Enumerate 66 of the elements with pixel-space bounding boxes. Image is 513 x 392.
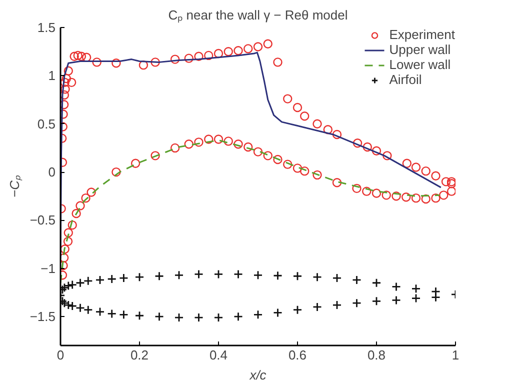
- x-tick-label: 0.4: [209, 348, 228, 362]
- point: [174, 270, 184, 280]
- point: [411, 284, 421, 294]
- point: [60, 298, 70, 308]
- legend-label: Airfoil: [389, 72, 422, 87]
- point: [392, 282, 401, 292]
- point: [372, 278, 382, 288]
- point: [83, 276, 93, 286]
- point: [174, 312, 184, 322]
- point: [64, 281, 74, 290]
- point: [68, 301, 78, 311]
- point: [68, 280, 78, 290]
- point: [234, 269, 243, 279]
- chart-title: Cₚ near the wall γ − Reθ model: [168, 8, 348, 24]
- legend-label: Lower wall: [389, 57, 451, 72]
- x-axis-title: x/c: [248, 368, 267, 382]
- point: [411, 294, 421, 303]
- x-tick-label: 0.8: [367, 348, 386, 362]
- x-tick-label: 0.6: [288, 348, 307, 362]
- point: [107, 309, 117, 318]
- point: [292, 271, 302, 281]
- point: [273, 270, 282, 280]
- point: [312, 302, 322, 312]
- point: [292, 305, 302, 315]
- point: [234, 312, 243, 322]
- point: [154, 271, 164, 281]
- point: [134, 272, 144, 282]
- point: [64, 300, 74, 310]
- point: [76, 303, 85, 313]
- point: [76, 278, 85, 288]
- y-tick-label: 0: [48, 164, 56, 180]
- point: [194, 269, 204, 279]
- y-tick-label: −1.5: [30, 309, 56, 324]
- point: [154, 312, 164, 322]
- y-tick-label: 0.5: [37, 116, 56, 132]
- point: [273, 308, 282, 318]
- point: [332, 273, 342, 283]
- point: [214, 312, 224, 322]
- point: [332, 300, 342, 310]
- y-tick-label: 1.5: [37, 20, 56, 35]
- point: [431, 292, 440, 302]
- point: [352, 275, 362, 285]
- legend-label: Experiment: [389, 27, 455, 42]
- point: [83, 305, 93, 315]
- point: [134, 310, 144, 320]
- legend-label: Upper wall: [389, 42, 451, 57]
- x-tick-label: 0.2: [130, 348, 149, 362]
- point: [253, 310, 263, 320]
- point: [392, 296, 401, 305]
- point: [107, 274, 117, 284]
- point: [95, 307, 105, 316]
- y-tick-label: 1: [48, 68, 56, 84]
- point: [95, 275, 105, 285]
- y-tick-label: −1: [40, 260, 56, 276]
- point: [119, 310, 128, 320]
- point: [431, 286, 440, 296]
- point: [372, 296, 382, 306]
- point: [312, 272, 322, 282]
- point: [194, 312, 204, 322]
- point: [214, 269, 224, 279]
- point: [119, 273, 128, 283]
- y-tick-label: −0.5: [30, 212, 56, 228]
- y-axis-title: −Cₚ: [6, 174, 23, 198]
- point: [352, 298, 362, 308]
- x-tick-label: 1: [452, 348, 460, 362]
- point: [253, 270, 263, 280]
